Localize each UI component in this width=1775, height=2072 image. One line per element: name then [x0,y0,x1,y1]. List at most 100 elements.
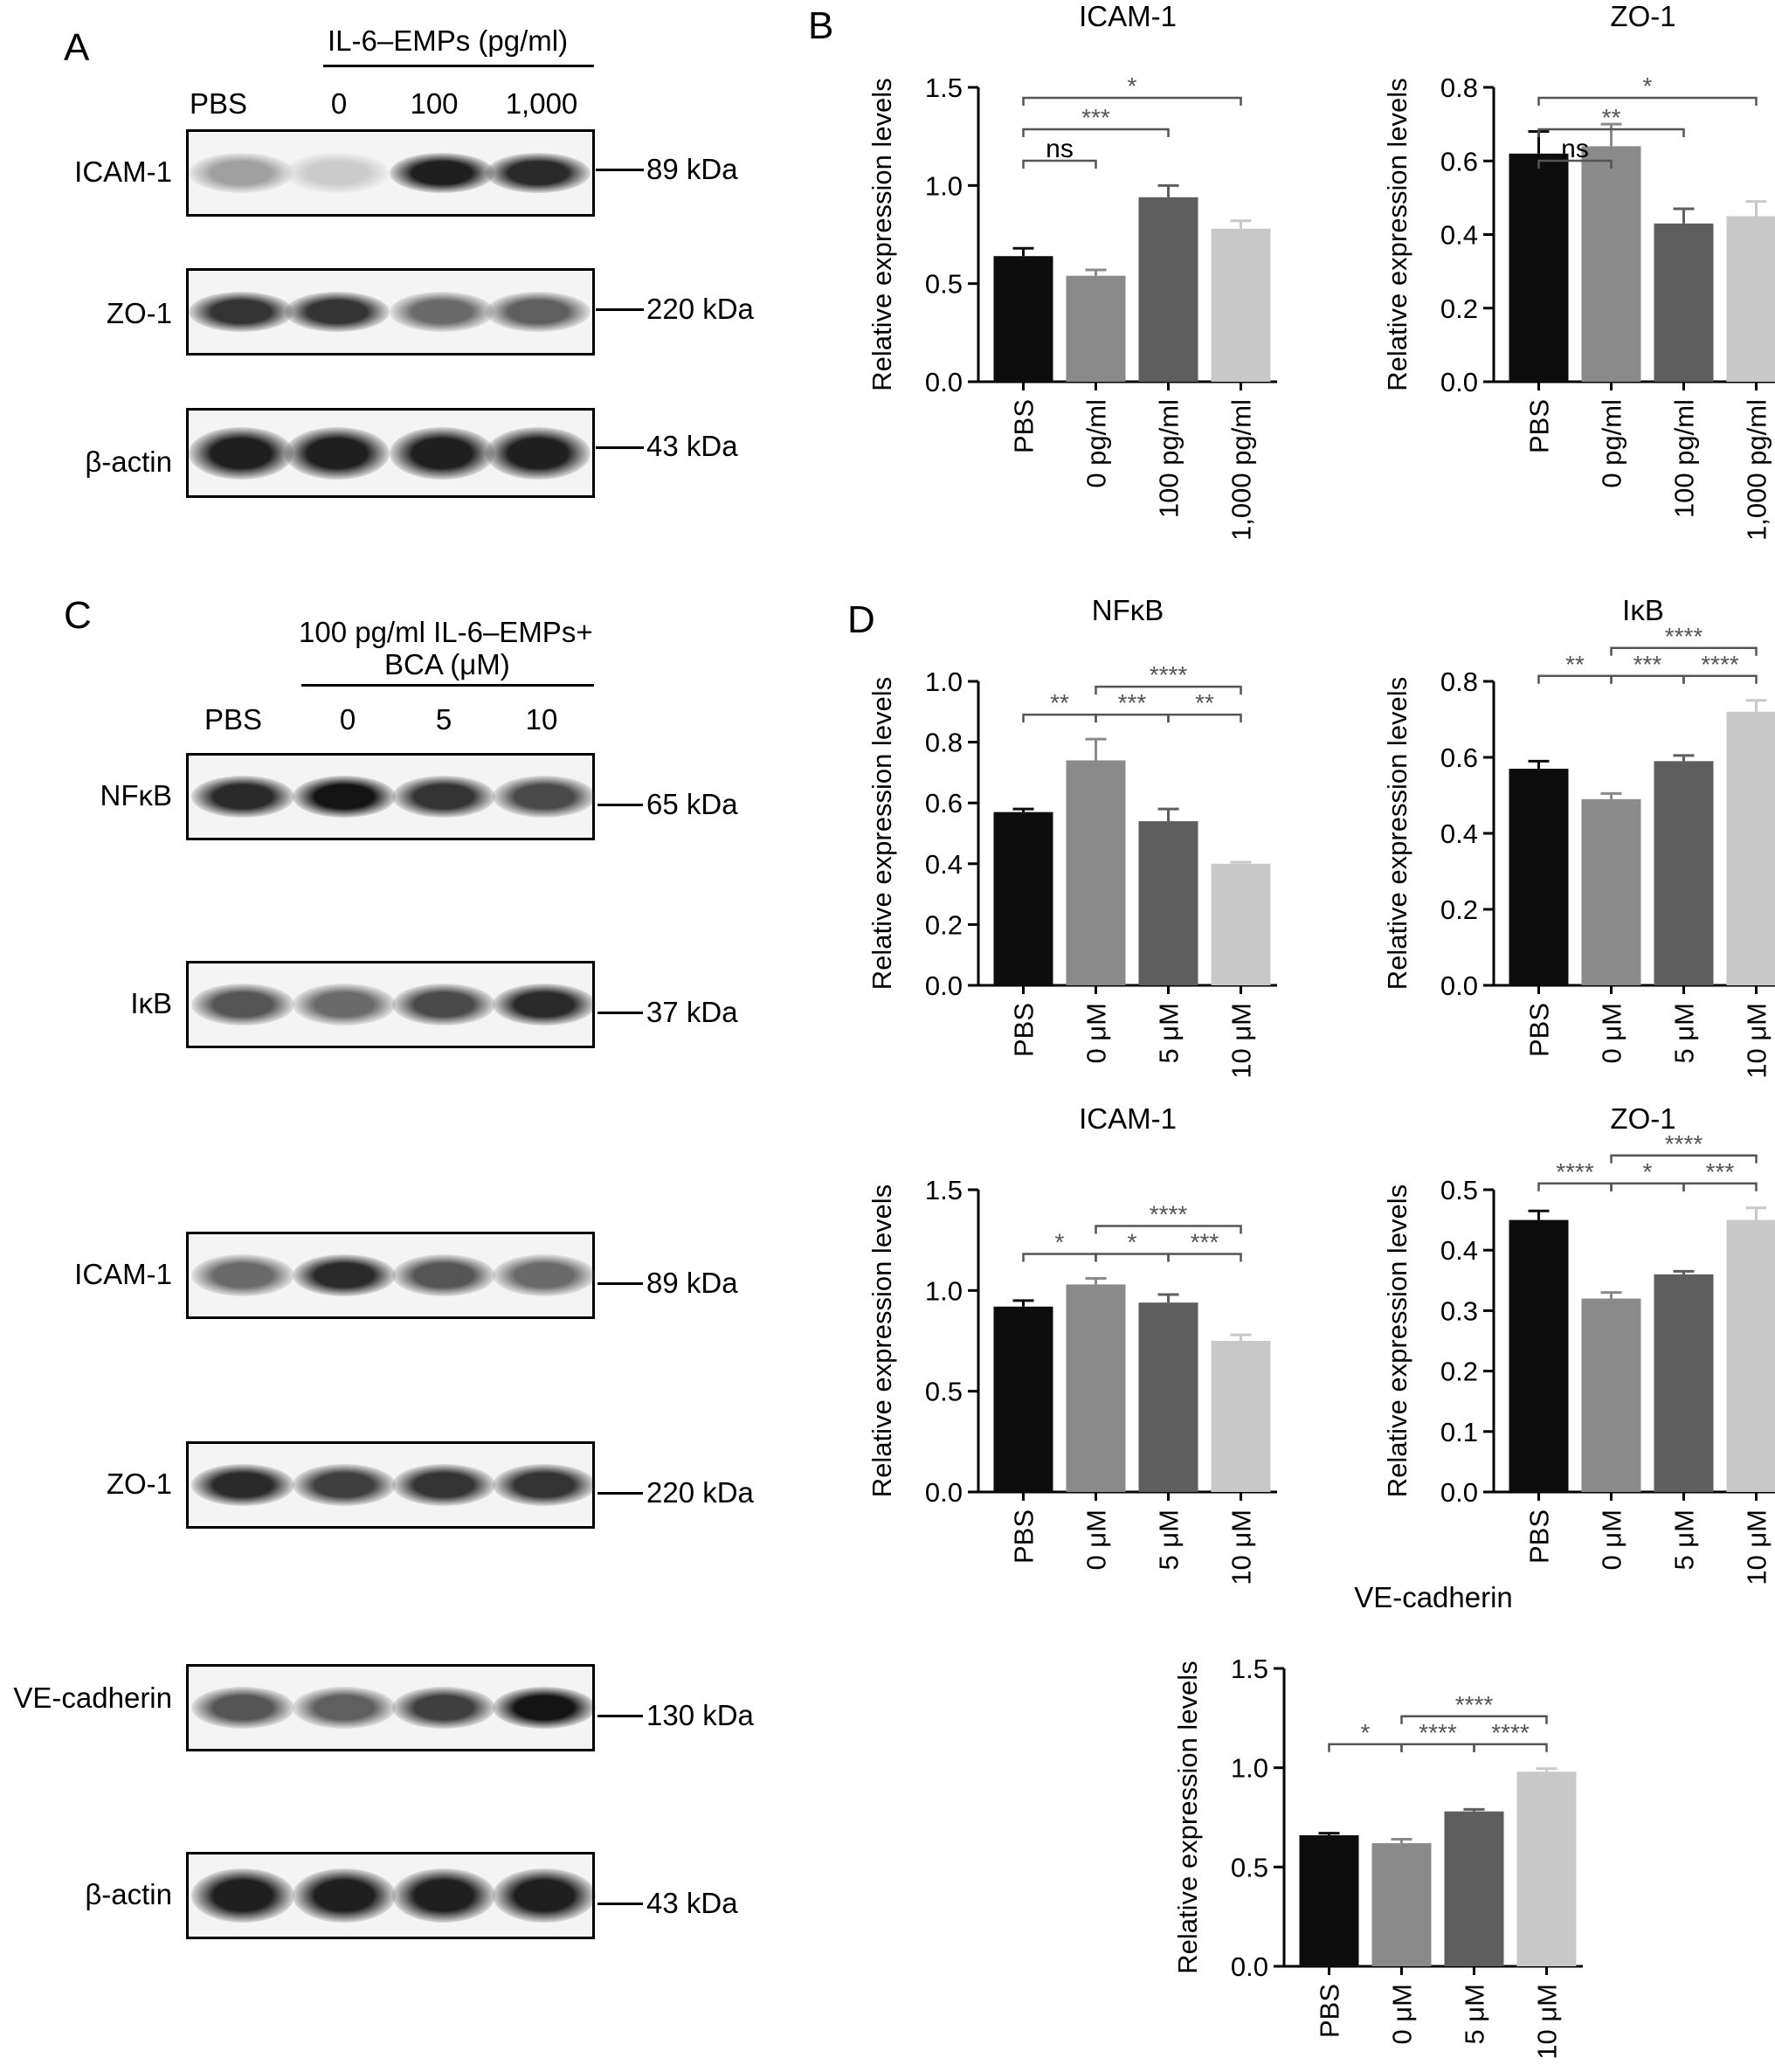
blot-band [285,426,390,480]
blot-band [293,1687,396,1729]
significance-label: * [1643,73,1653,100]
chart-title: NFκB [1092,594,1164,626]
bar [1066,275,1126,382]
y-tick-label: 1.0 [925,170,963,201]
blot-band [493,1687,596,1729]
y-tick-label: 0.8 [1440,666,1478,697]
y-tick-label: 0.4 [1440,818,1478,849]
blot-band [189,153,294,193]
chart-b-icam1: 0.0 0.5 1.0 1.5 Relative expression levels IC… [867,0,1277,541]
significance-label: *** [1191,1228,1219,1255]
blot-band [392,1687,495,1729]
bar [1211,863,1271,985]
blot-a-protein-label: β-actin [85,445,172,478]
significance-label: ns [1046,135,1074,163]
bar [993,812,1053,985]
blot-band [392,1464,495,1506]
blot-band [486,153,591,193]
bar [1581,798,1641,985]
blot-c-kda-label: 130 kDa [646,1699,754,1731]
blot-band [293,1464,396,1506]
y-axis-label: Relative expression levels [1382,1184,1412,1497]
blot-band [390,292,494,332]
blot-band [390,153,494,193]
y-tick-label: 0.6 [1440,146,1478,176]
y-tick-label: 0.8 [1440,73,1478,103]
y-axis-label: Relative expression levels [867,677,897,990]
blot-c-header-line1: 100 pg/ml IL-6–EMPs+ [299,616,593,648]
bar [1371,1843,1432,1966]
x-tick-label: 0 μM [1597,1003,1627,1064]
y-tick-label: 0.2 [1440,894,1478,925]
blot-c-lane-label: 5 [435,703,452,736]
bar [1509,769,1569,985]
blot-c-protein-label: ICAM-1 [74,1258,172,1290]
bar [1509,153,1569,382]
x-tick-label: 0 μM [1597,1509,1627,1571]
blot-c-kda-label: 220 kDa [646,1476,754,1509]
significance-bracket [1610,1154,1758,1164]
bar [1654,223,1714,382]
blot-band [191,776,294,818]
blot-band [189,292,294,332]
bar [1581,1298,1641,1492]
y-tick-label: 0.0 [925,367,963,397]
significance-label: ** [1050,689,1069,716]
x-tick-label: 5 μM [1154,1509,1184,1571]
significance-label: **** [1701,651,1739,678]
bar [993,256,1053,382]
blot-band [189,426,294,480]
y-tick-label: 0.4 [1440,220,1478,251]
x-tick-label: PBS [1524,399,1555,453]
y-tick-label: 1.0 [925,666,963,697]
chart-title: ICAM-1 [1079,1102,1177,1135]
significance-label: **** [1665,623,1703,650]
blot-band [191,984,294,1026]
y-tick-label: 0.5 [1231,1852,1268,1882]
bar [1726,216,1775,382]
kda-marker-line [597,804,643,806]
x-tick-label: 10 μM [1226,1509,1257,1585]
chart-title: ICAM-1 [1079,0,1177,32]
bar [1516,1772,1577,1966]
blot-a-protein-label: ZO-1 [106,297,172,329]
blot-a-strip-icam1 [186,129,595,217]
y-axis-label: Relative expression levels [867,78,897,390]
blot-band [493,1254,596,1296]
significance-label: * [1128,1228,1137,1255]
y-tick-label: 1.0 [1231,1753,1268,1784]
blot-band [486,426,591,480]
significance-label: * [1643,1158,1653,1185]
bar [1066,760,1126,985]
bar [1138,197,1198,382]
panel-label-a: A [64,26,90,69]
x-tick-label: 10 μM [1742,1509,1772,1585]
significance-bracket [1022,159,1097,169]
significance-bracket [1400,1715,1548,1724]
x-tick-label: 0 μM [1081,1509,1112,1571]
blot-c-lane-label: 10 [525,703,558,736]
significance-label: **** [1556,1158,1594,1185]
x-tick-label: 0 pg/ml [1081,399,1112,488]
panel-label-b: B [808,4,834,47]
significance-bracket [1022,128,1170,137]
blot-c-header-line [301,684,594,687]
blot-c-kda-label: 89 kDa [646,1267,738,1299]
x-tick-label: 1,000 pg/ml [1226,399,1257,541]
y-axis-label: Relative expression levels [1382,677,1412,990]
significance-bracket [1167,713,1242,723]
panel-label-d: D [847,598,875,641]
x-tick-label: 5 μM [1460,1984,1490,2045]
significance-label: **** [1419,1719,1457,1746]
chart-d-icam1: 0.0 0.5 1.0 1.5 Relative expression levels IC… [867,1102,1277,1585]
y-tick-label: 0.2 [1440,1357,1478,1387]
blot-band [191,1464,294,1506]
x-tick-label: 0 μM [1081,1003,1112,1064]
y-tick-label: 1.5 [925,73,963,103]
significance-bracket [1167,1253,1242,1262]
blot-a-kda-label: 43 kDa [646,430,738,462]
chart-d-vecad: 0.0 0.5 1.0 1.5 Relative expression levels VE… [1172,1581,1583,2060]
significance-label: **** [1455,1691,1494,1718]
chart-b-zo1: 0.0 0.2 0.4 0.6 0.8 Relative expression level… [1382,0,1775,541]
kda-marker-line [596,446,644,449]
